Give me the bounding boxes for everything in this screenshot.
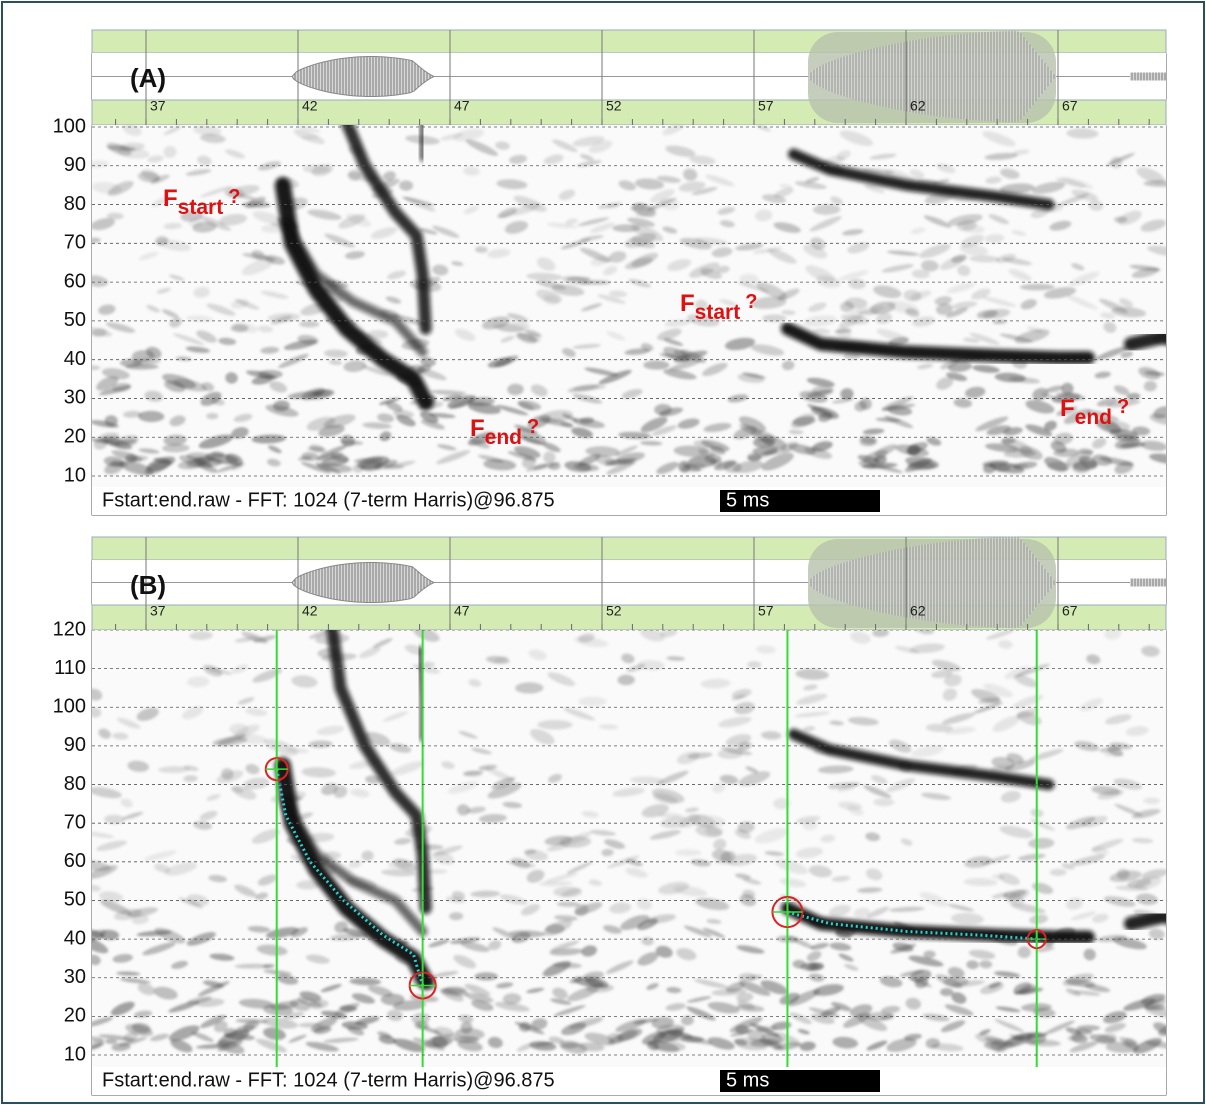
annotation-sub: start <box>695 301 741 324</box>
freq-tick-label: 60 <box>64 850 86 872</box>
time-tick-label: 37 <box>150 603 166 619</box>
annotation-mark: ? <box>527 416 539 438</box>
freq-tick-label: 80 <box>64 193 86 215</box>
time-tick-label: 67 <box>1062 98 1078 114</box>
annotation-sub: end <box>1075 406 1112 429</box>
annotation-main: F <box>163 185 178 212</box>
freq-tick-label: 40 <box>64 927 86 949</box>
time-tick-label: 52 <box>606 98 622 114</box>
panel: 37 42 47 52 57 62 67 100 90 80 70 60 50 40 30 20 10 (A) Fs… <box>53 30 1195 515</box>
time-tick-label: 57 <box>758 98 774 114</box>
time-tick-label: 42 <box>302 98 318 114</box>
time-tick-label: 57 <box>758 603 774 619</box>
waveform <box>1130 579 1166 587</box>
freq-tick-label: 80 <box>64 773 86 795</box>
freq-tick-label: 40 <box>64 348 86 370</box>
freq-tick-label: 120 <box>53 618 86 640</box>
time-tick-label: 47 <box>454 603 470 619</box>
annotation-mark: ? <box>228 186 240 208</box>
panel: 37 42 47 52 57 62 67 120 110 100 90 80 70 60 50 40 30 20 1… <box>53 537 1195 1095</box>
freq-tick-label: 100 <box>53 115 86 137</box>
time-tick-label: 42 <box>302 603 318 619</box>
annotation-sub: start <box>178 196 224 219</box>
freq-tick-label: 10 <box>64 464 86 486</box>
freq-tick-label: 10 <box>64 1043 86 1065</box>
footer-text: Fstart:end.raw - FFT: 1024 (7-term Harri… <box>102 1069 555 1091</box>
annotation-main: F <box>680 290 695 317</box>
annotation-mark: ? <box>1117 396 1129 418</box>
freq-tick-label: 20 <box>64 426 86 448</box>
freq-tick-label: 110 <box>54 657 86 679</box>
time-tick-label: 52 <box>606 603 622 619</box>
freq-tick-label: 30 <box>64 966 86 988</box>
freq-tick-label: 100 <box>53 696 86 718</box>
freq-tick-label: 90 <box>64 154 86 176</box>
freq-tick-label: 50 <box>64 889 86 911</box>
annotation-mark: ? <box>745 291 757 313</box>
annotation-main: F <box>1060 395 1075 422</box>
panel-label: (A) <box>130 63 166 93</box>
annotation-main: F <box>470 415 485 442</box>
freq-tick-label: 70 <box>64 232 86 254</box>
waveform <box>1130 73 1166 81</box>
scale-bar-label: 5 ms <box>726 489 769 511</box>
spectrogram <box>75 560 1195 1067</box>
scale-bar-label: 5 ms <box>726 1069 769 1091</box>
time-tick-label: 67 <box>1062 603 1078 619</box>
freq-tick-label: 30 <box>64 387 86 409</box>
time-tick-label: 37 <box>150 98 166 114</box>
time-tick-label: 62 <box>910 98 926 114</box>
footer-text: Fstart:end.raw - FFT: 1024 (7-term Harri… <box>102 489 555 511</box>
figure: 37 42 47 52 57 62 67 100 90 80 70 60 50 40 30 20 10 (A) Fs… <box>0 0 1206 1105</box>
freq-tick-label: 70 <box>64 811 86 833</box>
annotation-sub: end <box>485 426 522 449</box>
freq-tick-label: 90 <box>64 734 86 756</box>
freq-tick-label: 60 <box>64 270 86 292</box>
time-tick-label: 47 <box>454 98 470 114</box>
freq-tick-label: 50 <box>64 309 86 331</box>
panel-label: (B) <box>130 570 166 600</box>
time-tick-label: 62 <box>910 603 926 619</box>
freq-tick-label: 20 <box>64 1005 86 1027</box>
